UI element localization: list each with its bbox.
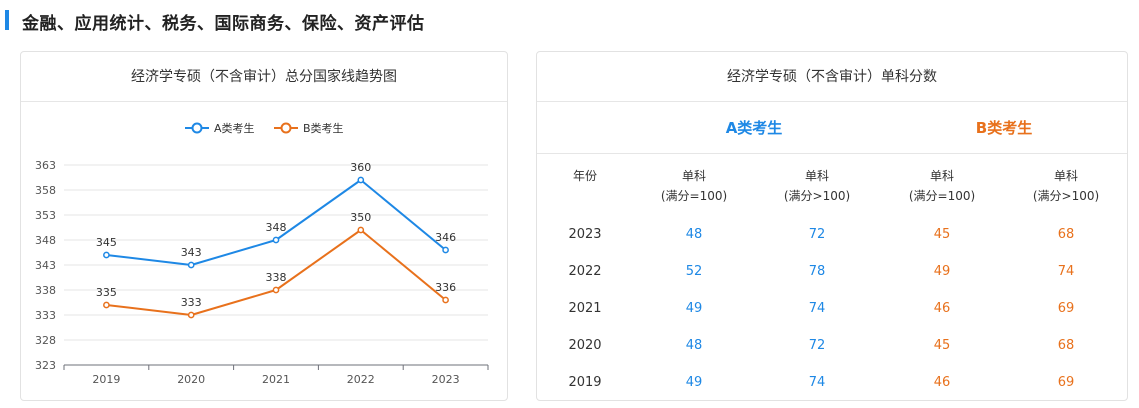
legend-marker <box>191 122 203 134</box>
group-header-row: A类考生 B类考生 <box>537 102 1127 154</box>
single-subject-card: 经济学专硕（不含审计）单科分数 A类考生 B类考生 年份 单科 (满分=100)… <box>536 51 1128 401</box>
data-label: 345 <box>96 236 117 249</box>
row-year: 2019 <box>568 375 602 390</box>
row-a-over100: 72 <box>808 227 826 242</box>
header-b-over100-line2: (满分>100) <box>1032 189 1100 203</box>
row-a-full100: 49 <box>685 375 703 390</box>
group-b-label: B类考生 <box>975 119 1033 137</box>
group-a-label: A类考生 <box>725 119 783 137</box>
data-label: 336 <box>435 281 456 294</box>
y-tick-label: 348 <box>35 234 56 247</box>
trend-chart-title: 经济学专硕（不含审计）总分国家线趋势图 <box>21 52 507 102</box>
y-tick-label: 328 <box>35 334 56 347</box>
data-label: 333 <box>181 296 202 309</box>
y-tick-label: 323 <box>35 359 56 372</box>
data-point <box>442 246 449 254</box>
x-tick-label: 2023 <box>432 373 460 386</box>
row-a-over100: 74 <box>808 301 826 316</box>
row-year: 2021 <box>568 301 602 316</box>
row-year: 2022 <box>568 264 602 279</box>
y-tick-label: 353 <box>35 209 56 222</box>
data-label: 350 <box>350 211 371 224</box>
trend-chart-card: 经济学专硕（不含审计）总分国家线趋势图 323 328 333 338 343 348 35… <box>20 51 508 401</box>
header-b-full100-line2: (满分=100) <box>908 189 976 203</box>
header-a-full100: 单科 (满分=100) <box>634 166 754 206</box>
row-b-over100: 68 <box>1057 227 1075 242</box>
row-year: 2023 <box>568 227 602 242</box>
header-a-over100-line1: 单科 <box>804 169 829 183</box>
x-tick-label: 2021 <box>262 373 290 386</box>
legend-label: A类考生 <box>214 121 255 135</box>
header-a-full100-line1: 单科 <box>681 169 706 183</box>
data-point <box>103 301 110 309</box>
row-a-over100: 72 <box>808 338 826 353</box>
row-b-full100: 49 <box>933 264 951 279</box>
data-point <box>357 226 365 234</box>
legend-marker <box>280 122 292 134</box>
data-point <box>187 261 195 269</box>
row-a-full100: 49 <box>685 301 703 316</box>
data-point <box>442 296 449 304</box>
data-point <box>103 251 110 259</box>
header-b-over100-line1: 单科 <box>1053 169 1078 183</box>
x-tick-label: 2019 <box>92 373 120 386</box>
section-accent-bar <box>5 10 9 30</box>
row-b-full100: 45 <box>933 338 951 353</box>
y-tick-label: 338 <box>35 284 56 297</box>
row-a-full100: 52 <box>685 264 703 279</box>
row-a-full100: 48 <box>685 338 703 353</box>
single-subject-title: 经济学专硕（不含审计）单科分数 <box>537 52 1127 102</box>
data-label: 346 <box>435 231 456 244</box>
legend-label: B类考生 <box>303 121 344 135</box>
data-label: 360 <box>350 161 371 174</box>
x-tick-label: 2020 <box>177 373 205 386</box>
section-header: 金融、应用统计、税务、国际商务、保险、资产评估 <box>0 0 1139 42</box>
header-b-full100: 单科 (满分=100) <box>882 166 1002 206</box>
data-point <box>272 236 280 244</box>
header-a-over100-line2: (满分>100) <box>783 189 851 203</box>
header-b-over100: 单科 (满分>100) <box>1006 166 1126 206</box>
x-tick-label: 2022 <box>347 373 375 386</box>
row-b-over100: 69 <box>1057 301 1075 316</box>
row-year: 2020 <box>568 338 602 353</box>
header-year: 年份 <box>557 166 613 186</box>
data-point <box>357 176 365 184</box>
data-point <box>187 311 195 319</box>
data-label: 338 <box>266 271 287 284</box>
y-tick-label: 343 <box>35 259 56 272</box>
row-b-over100: 68 <box>1057 338 1075 353</box>
data-label: 343 <box>181 246 202 259</box>
row-b-over100: 69 <box>1057 375 1075 390</box>
y-tick-label: 358 <box>35 184 56 197</box>
y-tick-label: 333 <box>35 309 56 322</box>
section-title: 金融、应用统计、税务、国际商务、保险、资产评估 <box>22 14 425 34</box>
header-a-full100-line2: (满分=100) <box>660 189 728 203</box>
row-a-full100: 48 <box>685 227 703 242</box>
row-a-over100: 74 <box>808 375 826 390</box>
row-a-over100: 78 <box>808 264 826 279</box>
row-b-full100: 46 <box>933 301 951 316</box>
row-b-full100: 46 <box>933 375 951 390</box>
data-point <box>272 286 280 294</box>
header-a-over100: 单科 (满分>100) <box>757 166 877 206</box>
y-tick-label: 363 <box>35 159 56 172</box>
trend-line-chart: 323 328 333 338 343 348 353 358 363 2019 2020 2021 2… <box>35 121 489 386</box>
row-b-full100: 45 <box>933 227 951 242</box>
row-b-over100: 74 <box>1057 264 1075 279</box>
header-b-full100-line1: 单科 <box>929 169 954 183</box>
data-label: 335 <box>96 286 117 299</box>
data-label: 348 <box>266 221 287 234</box>
header-year-label: 年份 <box>572 169 597 183</box>
